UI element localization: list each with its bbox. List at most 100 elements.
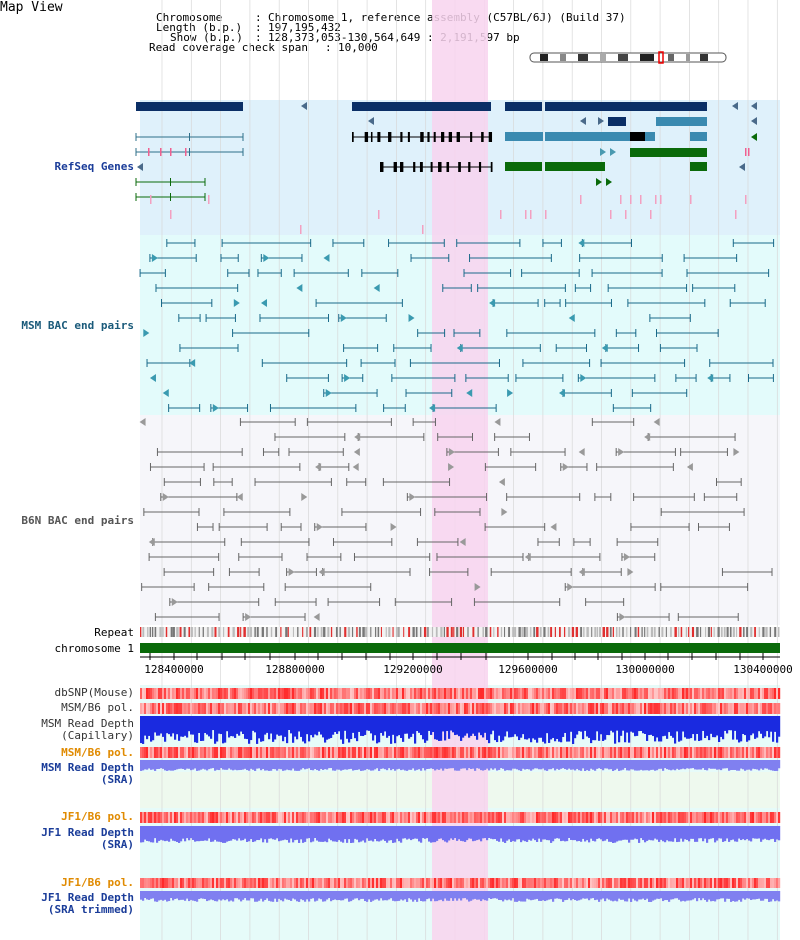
track-label-msm-depth-cap[interactable]: MSM Read Depth — [41, 717, 134, 730]
heat-cell — [304, 703, 307, 714]
bac-arrow — [151, 254, 158, 262]
selection-highlight[interactable] — [432, 0, 488, 940]
track-label-b6n-bac[interactable]: B6N BAC end pairs — [21, 514, 134, 527]
heat-cell — [256, 812, 259, 823]
msm-bac-features[interactable] — [139, 239, 775, 412]
repeat-track[interactable] — [140, 627, 780, 637]
depth-bar — [632, 716, 635, 733]
depth-bar — [298, 826, 301, 843]
depth-bar — [520, 826, 523, 843]
depth-bar — [250, 760, 253, 769]
repeat-element — [554, 627, 556, 637]
depth-bar — [464, 826, 467, 842]
depth-bar — [176, 716, 179, 735]
b6n-bac-features[interactable] — [139, 418, 773, 621]
heat-cell — [720, 878, 723, 888]
track-label-repeat[interactable]: Repeat — [94, 626, 134, 639]
heat-cell — [358, 703, 361, 714]
repeat-element — [500, 627, 503, 637]
strand-arrow — [751, 102, 757, 110]
chromosome-bar[interactable] — [140, 643, 780, 653]
track-label-msm-pol2[interactable]: MSM/B6 pol. — [61, 746, 134, 759]
depth-bar — [554, 716, 557, 742]
track-label-msm-bac[interactable]: MSM BAC end pairs — [21, 319, 134, 332]
strand-arrow — [580, 117, 586, 125]
heatmap-tracks[interactable] — [140, 688, 781, 902]
depth-bar — [386, 891, 389, 901]
depth-bar — [220, 760, 223, 769]
heat-cell — [668, 878, 671, 888]
track-label-msm-depth-cap-sub: (Capillary) — [61, 729, 134, 742]
heat-cell — [258, 747, 261, 758]
heat-cell — [386, 878, 389, 888]
depth-bar — [578, 826, 581, 841]
heat-cell — [450, 812, 453, 823]
heat-cell — [508, 688, 511, 699]
repeat-element — [637, 627, 640, 637]
track-label-jf1-depth[interactable]: JF1 Read Depth — [41, 826, 134, 839]
heat-cell — [536, 688, 539, 699]
depth-bar — [402, 826, 405, 839]
depth-bar — [582, 760, 585, 769]
repeat-element — [758, 627, 760, 637]
depth-bar — [210, 716, 213, 739]
depth-bar — [778, 826, 781, 841]
heat-cell — [252, 878, 255, 888]
depth-bar — [492, 716, 495, 731]
heat-cell — [528, 812, 531, 823]
track-label-jf1-pol2[interactable]: JF1/B6 pol. — [61, 876, 134, 889]
heat-cell — [466, 878, 469, 888]
depth-bar — [196, 891, 199, 902]
depth-bar — [578, 891, 581, 901]
depth-bar — [650, 716, 653, 735]
heat-cell — [740, 747, 743, 758]
track-label-jf1-trim[interactable]: JF1 Read Depth — [41, 891, 134, 904]
heat-cell — [394, 703, 397, 714]
heat-cell — [576, 688, 579, 699]
heat-cell — [682, 878, 685, 888]
track-label-msm-depth-sra[interactable]: MSM Read Depth — [41, 761, 134, 774]
depth-bar — [364, 760, 367, 771]
depth-bar — [418, 760, 421, 770]
track-label-dbsnp[interactable]: dbSNP(Mouse) — [54, 686, 134, 699]
heat-cell — [216, 747, 219, 758]
heat-cell — [572, 688, 575, 699]
bac-arrow — [162, 493, 169, 501]
track-label-refseq[interactable]: RefSeq Genes — [54, 160, 134, 173]
repeat-element — [420, 627, 422, 637]
depth-bar — [464, 716, 467, 736]
chromosome-ideogram[interactable] — [529, 51, 727, 64]
heat-cell — [286, 812, 289, 823]
heat-cell — [644, 688, 647, 699]
depth-bar — [234, 891, 237, 899]
depth-bar — [644, 826, 647, 843]
depth-bar — [510, 826, 513, 842]
track-label-chromosome[interactable]: chromosome 1 — [54, 642, 134, 655]
depth-bar — [208, 826, 211, 839]
depth-bar — [614, 891, 617, 901]
depth-bar — [416, 760, 419, 770]
depth-bar — [412, 826, 415, 840]
depth-bar — [264, 891, 267, 900]
refseq-features[interactable] — [135, 102, 757, 234]
depth-bar — [184, 760, 187, 770]
track-label-msm-depth-sra-sub: (SRA) — [100, 773, 134, 786]
depth-bar — [774, 891, 777, 902]
depth-bar — [296, 716, 299, 740]
depth-bar — [764, 891, 767, 899]
depth-bar — [392, 891, 395, 901]
track-label-jf1-pol[interactable]: JF1/B6 pol. — [61, 810, 134, 823]
heat-cell — [686, 878, 689, 888]
depth-bar — [540, 716, 543, 738]
depth-bar — [616, 826, 619, 842]
heat-cell — [334, 878, 337, 888]
heat-cell — [610, 747, 613, 758]
strand-arrow — [732, 102, 738, 110]
repeat-element — [297, 627, 299, 637]
depth-bar — [202, 826, 205, 841]
track-label-msm-pol1[interactable]: MSM/B6 pol. — [61, 701, 134, 714]
depth-bar — [434, 760, 437, 771]
heat-cell — [534, 703, 537, 714]
depth-bar — [704, 760, 707, 770]
depth-bar — [168, 716, 171, 735]
